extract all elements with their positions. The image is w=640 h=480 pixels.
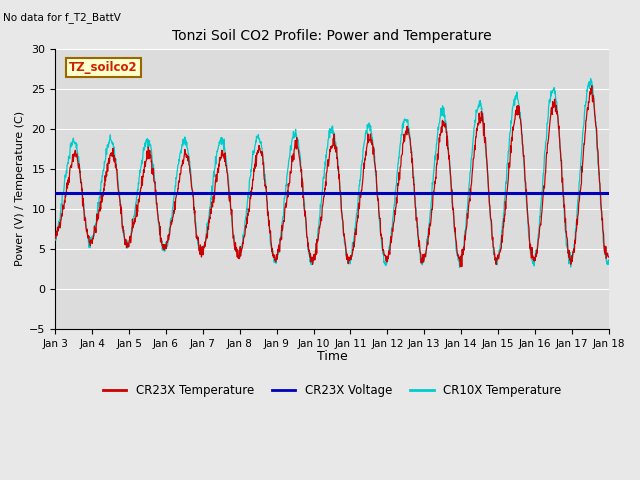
X-axis label: Time: Time [317,350,348,363]
Legend: CR23X Temperature, CR23X Voltage, CR10X Temperature: CR23X Temperature, CR23X Voltage, CR10X … [98,379,566,402]
Title: Tonzi Soil CO2 Profile: Power and Temperature: Tonzi Soil CO2 Profile: Power and Temper… [172,29,492,43]
Y-axis label: Power (V) / Temperature (C): Power (V) / Temperature (C) [15,111,25,266]
Text: TZ_soilco2: TZ_soilco2 [69,61,138,74]
Text: No data for f_T2_BattV: No data for f_T2_BattV [3,12,121,23]
